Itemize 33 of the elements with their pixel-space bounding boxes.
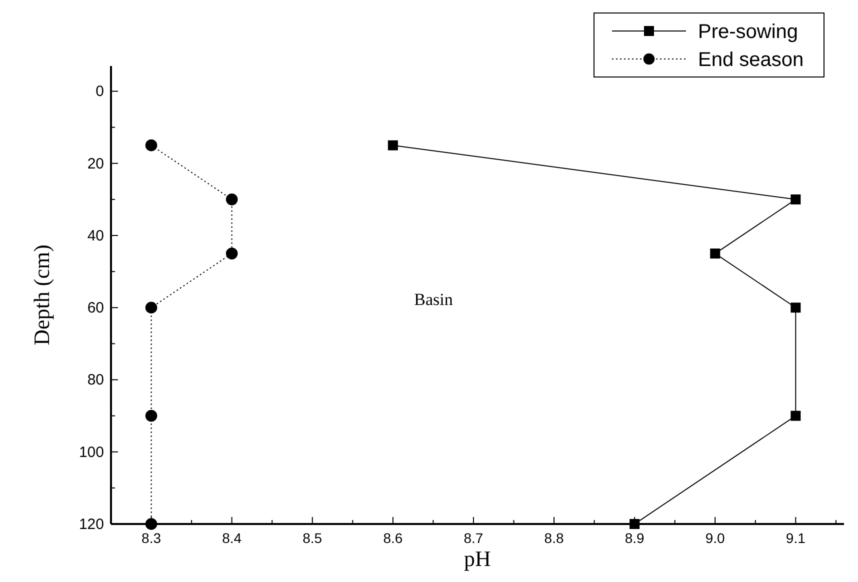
point	[790, 194, 801, 204]
point	[226, 194, 238, 206]
x-tick-label: 8.6	[383, 530, 403, 546]
y-tick-label: 120	[78, 516, 104, 533]
x-axis-title: pH	[464, 546, 492, 571]
point	[145, 410, 158, 422]
y-tick-label: 0	[96, 83, 104, 100]
y-tick-label: 40	[87, 227, 104, 244]
y-tick-label: 100	[78, 444, 104, 461]
point	[710, 248, 720, 259]
point	[630, 519, 640, 529]
y-tick-label: 80	[87, 372, 104, 389]
x-tick-label: 8.9	[624, 530, 645, 546]
point	[790, 302, 801, 313]
point	[145, 302, 158, 314]
legend-label: Pre-sowing	[698, 21, 798, 43]
x-tick-label: 8.5	[302, 530, 322, 546]
x-tick-label: 9.1	[786, 530, 806, 546]
y-tick-label: 20	[87, 155, 104, 172]
y-tick-label: 60	[87, 300, 104, 317]
x-tick-label: 8.8	[544, 530, 564, 546]
legend-label: End season	[698, 49, 804, 71]
point	[226, 248, 238, 260]
point	[790, 410, 801, 421]
x-tick-label: 8.4	[222, 530, 242, 546]
x-tick-label: 9.0	[705, 530, 726, 546]
y-axis-title: Depth (cm)	[29, 244, 54, 346]
point	[388, 140, 398, 150]
point	[145, 518, 158, 530]
x-tick-label: 8.7	[464, 530, 484, 546]
point	[145, 139, 158, 152]
annotation: Basin	[414, 290, 454, 309]
x-tick-label: 8.3	[142, 530, 162, 546]
